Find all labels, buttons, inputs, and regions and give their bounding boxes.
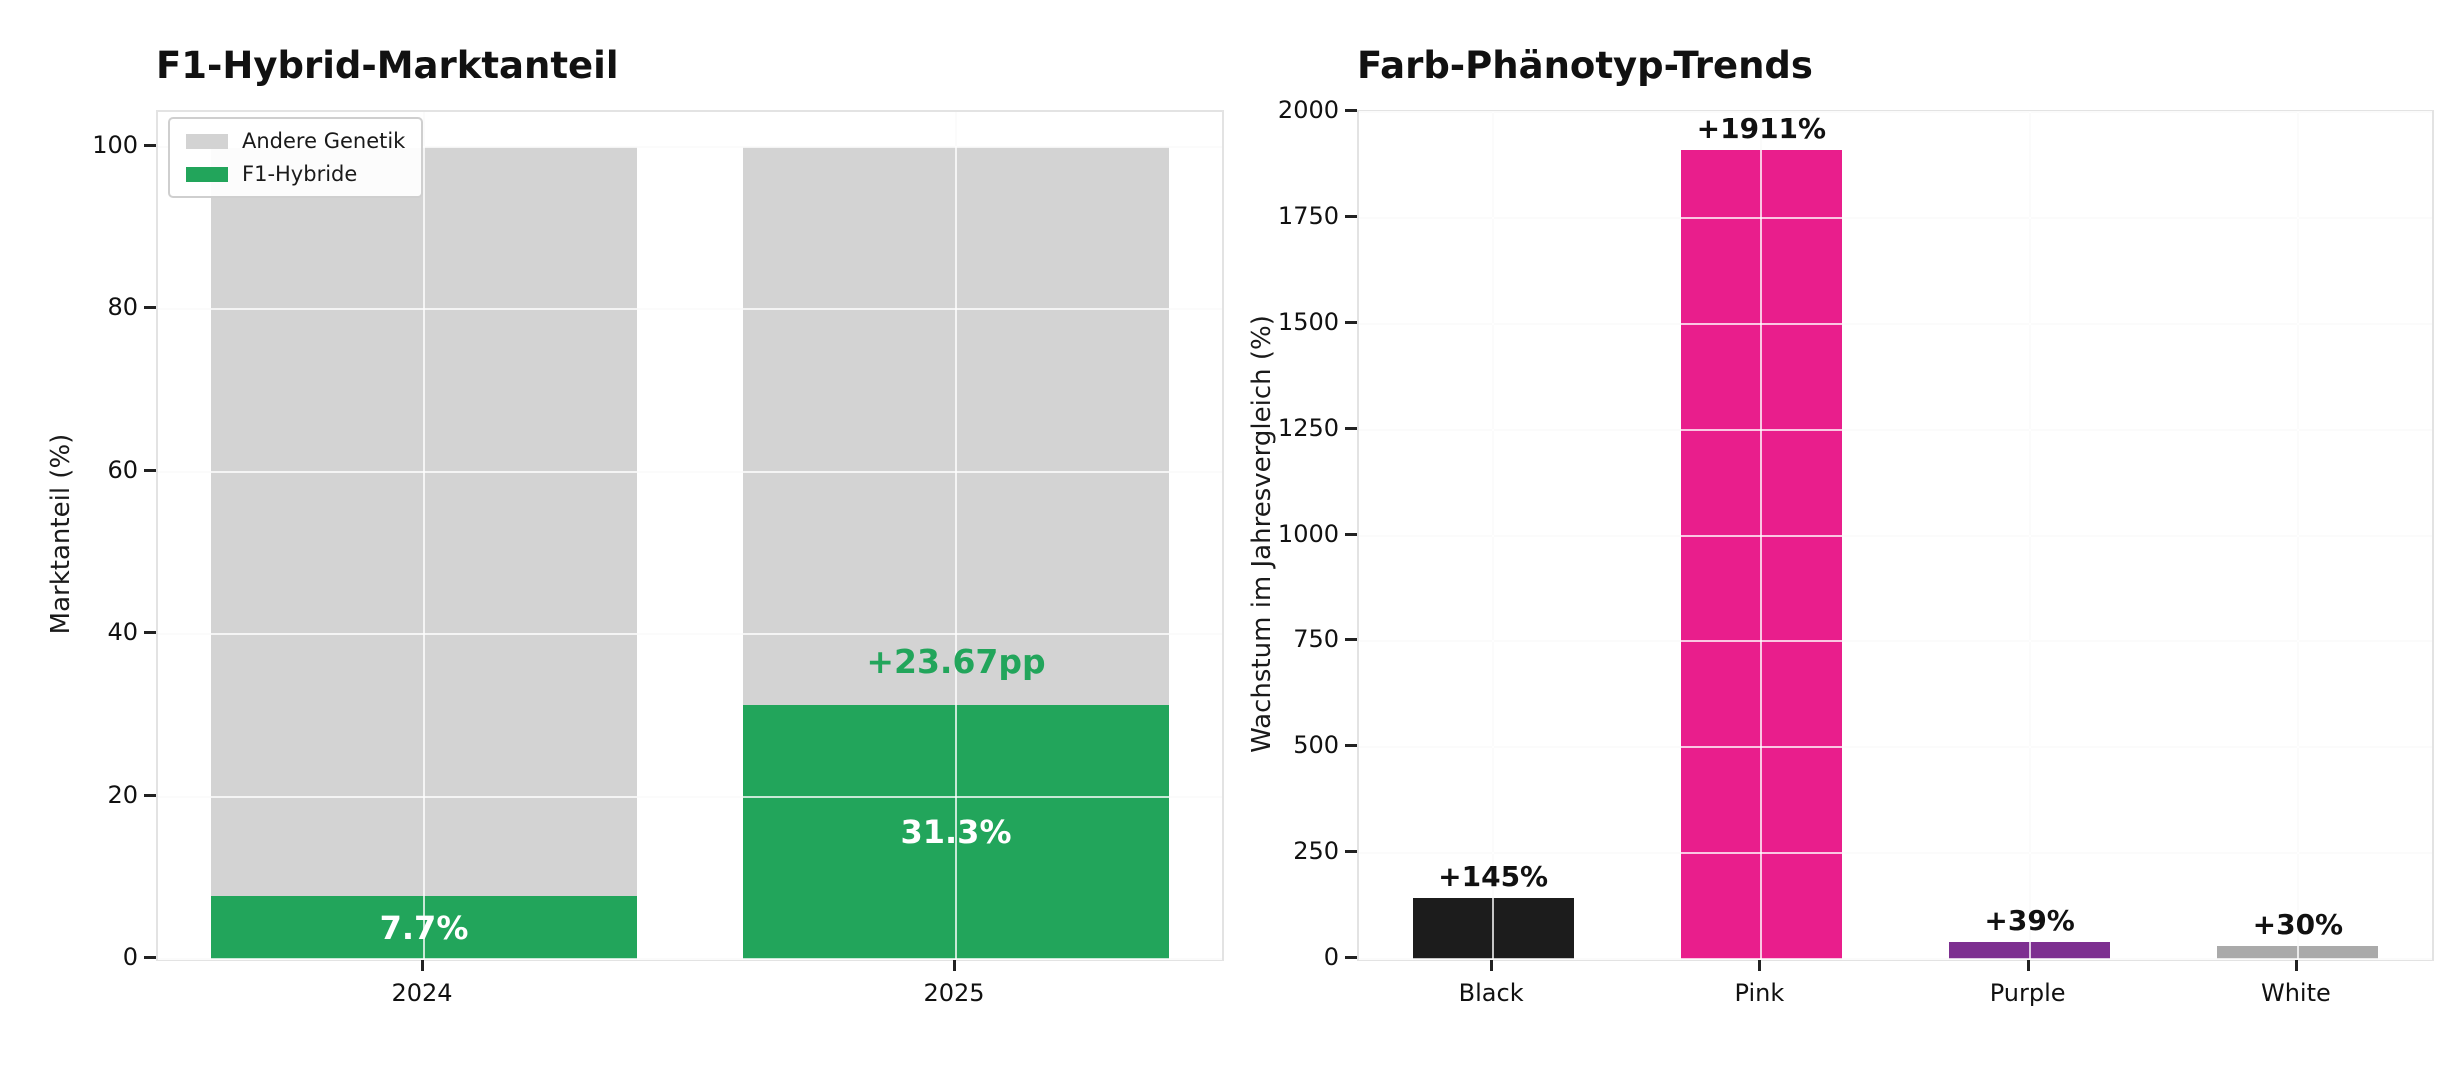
y-tick-mark: [1345, 426, 1357, 430]
gridline-h-overlay: [158, 470, 1222, 473]
y-tick-mark: [144, 306, 156, 310]
gridline-h-overlay: [1359, 216, 2432, 219]
y-tick-mark: [144, 143, 156, 147]
y-tick-label: 1750: [1277, 201, 1339, 230]
bar-value-label: +145%: [1438, 859, 1549, 893]
bar-value-label: +1911%: [1696, 111, 1827, 145]
gridline-h-overlay: [1359, 852, 2432, 855]
gridline-h-overlay: [158, 958, 1222, 960]
x-tick-mark: [953, 960, 956, 971]
gridline-h-overlay: [158, 795, 1222, 798]
y-tick-label: 80: [107, 293, 138, 322]
chart-left-plot: 7.7% 31.3% +23.67pp: [156, 110, 1224, 961]
gridline-h-overlay: [1359, 534, 2432, 537]
x-tick-label: Purple: [1989, 979, 2066, 1007]
x-tick-mark: [1490, 960, 1494, 971]
y-tick-mark: [1345, 744, 1357, 748]
x-tick-mark: [2294, 960, 2298, 971]
gridline-h-overlay: [1359, 322, 2432, 325]
y-tick-label: 500: [1293, 731, 1339, 760]
x-tick-mark: [2026, 960, 2030, 971]
gridline-v-overlay: [423, 112, 425, 959]
chart-right-title: Farb-Phänotyp-Trends: [1357, 44, 1813, 87]
x-tick-label: 2024: [391, 979, 453, 1007]
gridline-v-overlay: [1760, 112, 1763, 959]
chart-left-title: F1-Hybrid-Marktanteil: [156, 44, 619, 87]
legend-item: F1-Hybride: [186, 162, 405, 186]
gridline-v-overlay: [2028, 112, 2031, 959]
legend-item-label: F1-Hybride: [242, 162, 358, 186]
y-tick-mark: [1345, 109, 1357, 112]
y-tick-mark: [144, 631, 156, 635]
y-tick-mark: [1345, 214, 1357, 218]
x-tick-label: 2025: [923, 979, 985, 1007]
y-tick-mark: [144, 468, 156, 472]
gridline-h-overlay: [158, 633, 1222, 636]
legend-item: Andere Genetik: [186, 129, 405, 153]
gridline-h-overlay: [158, 308, 1222, 311]
bar-value-label: +30%: [2252, 908, 2344, 942]
y-tick-label: 750: [1293, 625, 1339, 654]
gridline-h-overlay: [1359, 746, 2432, 749]
annotation-label: +23.67pp: [866, 641, 1046, 681]
chart-left-legend: Andere Genetik F1-Hybride: [168, 117, 424, 198]
x-tick-mark: [421, 960, 424, 971]
y-tick-mark: [1345, 956, 1357, 959]
y-tick-label: 1250: [1277, 413, 1339, 442]
gridline-h-overlay: [1359, 958, 2432, 960]
y-tick-label: 2000: [1277, 96, 1339, 124]
y-tick-label: 20: [107, 780, 138, 809]
y-tick-label: 60: [107, 455, 138, 484]
y-tick-label: 0: [122, 943, 138, 971]
y-tick-label: 250: [1293, 837, 1339, 866]
y-tick-mark: [1345, 532, 1357, 536]
gridline-h-overlay: [158, 145, 1222, 148]
y-tick-label: 1500: [1277, 307, 1339, 336]
legend-swatch: [186, 166, 228, 182]
x-tick-mark: [1758, 960, 1762, 971]
y-tick-label: 0: [1323, 943, 1339, 971]
bar-value-label: +39%: [1984, 904, 2075, 938]
y-tick-mark: [144, 793, 156, 797]
x-tick-label: Pink: [1734, 979, 1785, 1007]
y-tick-mark: [1345, 320, 1357, 324]
legend-item-label: Andere Genetik: [242, 129, 406, 153]
bar-value-label: 7.7%: [379, 908, 469, 947]
gridline-h-overlay: [1359, 640, 2432, 643]
gridline-v-overlay: [2296, 112, 2299, 959]
y-tick-label: 1000: [1277, 519, 1339, 548]
bar-value-label: 31.3%: [900, 812, 1012, 851]
gridline-v-overlay: [955, 112, 957, 959]
chart-right-plot: +145% +1911% +39% +30%: [1357, 110, 2434, 961]
y-tick-label: 100: [92, 130, 138, 159]
x-tick-label: White: [2260, 979, 2331, 1007]
legend-swatch: [186, 133, 228, 149]
y-tick-mark: [144, 956, 156, 959]
gridline-h-overlay: [1359, 428, 2432, 431]
gridline-h-overlay: [1359, 111, 2432, 113]
x-tick-label: Black: [1458, 979, 1524, 1007]
gridline-v-overlay: [1492, 112, 1495, 959]
y-tick-mark: [1345, 850, 1357, 854]
y-tick-mark: [1345, 638, 1357, 642]
y-tick-label: 40: [107, 618, 138, 647]
